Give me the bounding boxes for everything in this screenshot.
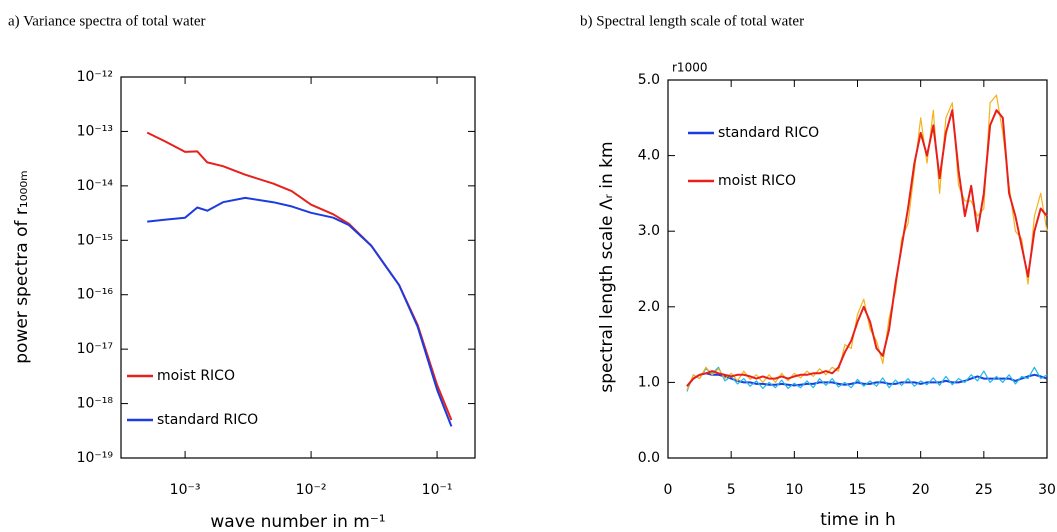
legend-label: standard RICO [718, 125, 819, 141]
y-tick-label: 10⁻¹² [77, 69, 113, 85]
y-axis-label: spectral length scale Λᵣ in km [597, 141, 617, 392]
x-tick-label: 15 [849, 482, 867, 498]
chart-title: a) Variance spectra of total water [8, 13, 206, 29]
annotation: r1000 [672, 61, 707, 75]
y-axis-label: power spectra of r₁₀₀₀ₘ [12, 170, 32, 364]
legend-label: moist RICO [718, 173, 796, 189]
series-line [147, 196, 453, 427]
y-tick-label: 1.0 [638, 374, 660, 390]
y-tick-label: 3.0 [638, 223, 660, 239]
x-tick-label: 30 [1038, 482, 1056, 498]
x-tick-label: 25 [975, 482, 993, 498]
x-tick-label: 0 [664, 482, 673, 498]
y-tick-label: 10⁻¹⁷ [77, 341, 113, 357]
series-line [686, 109, 1048, 387]
x-tick-label: 10 [785, 482, 803, 498]
y-tick-label: 2.0 [638, 299, 660, 315]
y-tick-label: 5.0 [638, 72, 660, 88]
series-line [686, 366, 1048, 392]
legend-label: moist RICO [157, 368, 235, 384]
y-tick-label: 4.0 [638, 148, 660, 164]
y-tick-label: 10⁻¹⁵ [77, 232, 113, 248]
y-tick-label: 0.0 [638, 450, 660, 466]
x-tick-label: 10⁻³ [170, 482, 201, 498]
x-tick-label: 20 [912, 482, 930, 498]
x-tick-label: 5 [727, 482, 736, 498]
y-tick-label: 10⁻¹⁶ [77, 287, 114, 303]
x-axis-label: wave number in m⁻¹ [210, 512, 385, 532]
y-tick-label: 10⁻¹⁴ [77, 178, 114, 194]
y-tick-label: 10⁻¹⁸ [77, 396, 114, 412]
x-tick-label: 10⁻¹ [422, 482, 453, 498]
x-axis-label: time in h [820, 510, 896, 530]
x-tick-label: 10⁻² [296, 482, 327, 498]
y-tick-label: 10⁻¹³ [77, 123, 113, 139]
y-tick-label: 10⁻¹⁹ [77, 450, 114, 466]
plot-frame [120, 76, 476, 459]
chart-title: b) Spectral length scale of total water [580, 13, 804, 29]
legend-label: standard RICO [157, 412, 258, 428]
